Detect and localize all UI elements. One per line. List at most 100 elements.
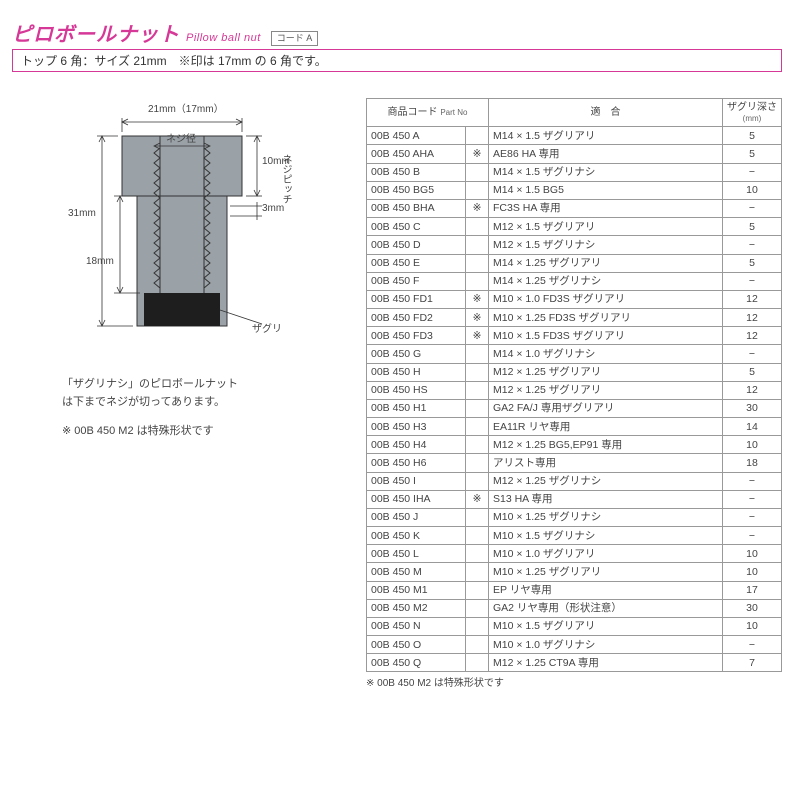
dim-18mm: 18mm [86, 256, 114, 267]
cell-code: 00B 450 O [367, 636, 466, 654]
cell-fit: M10 × 1.5 FD3S ザグリアリ [489, 327, 723, 345]
table-row: 00B 450 EM14 × 1.25 ザグリアリ5 [367, 254, 782, 272]
cell-code: 00B 450 H3 [367, 418, 466, 436]
table-row: 00B 450 C M12 × 1.5 ザグリアリ5 [367, 218, 782, 236]
table-row: 00B 450 H4M12 × 1.25 BG5,EP91 専用10 [367, 436, 782, 454]
cell-depth: 30 [723, 599, 782, 617]
cell-code: 00B 450 BHA [367, 199, 466, 217]
cell-code: 00B 450 M1 [367, 581, 466, 599]
cell-fit: S13 HA 専用 [489, 490, 723, 508]
cell-code: 00B 450 H1 [367, 399, 466, 417]
table-row: 00B 450 KM10 × 1.5 ザグリナシ− [367, 527, 782, 545]
cell-code: 00B 450 G [367, 345, 466, 363]
cell-depth: 5 [723, 145, 782, 163]
cell-star [466, 563, 489, 581]
table-row: 00B 450 IM12 × 1.25 ザグリナシ− [367, 472, 782, 490]
cell-depth: 17 [723, 581, 782, 599]
cell-code: 00B 450 D [367, 236, 466, 254]
cell-depth: 5 [723, 363, 782, 381]
table-row: 00B 450 BG5 M14 × 1.5 BG510 [367, 181, 782, 199]
note-line3: ※ 00B 450 M2 は特殊形状です [62, 423, 342, 441]
cell-depth: − [723, 163, 782, 181]
cell-fit: M12 × 1.5 ザグリアリ [489, 218, 723, 236]
table-row: 00B 450 HM12 × 1.25 ザグリアリ5 [367, 363, 782, 381]
title-jp: ピロボールナット [12, 18, 180, 47]
cell-code: 00B 450 FD3 [367, 327, 466, 345]
cell-fit: M10 × 1.25 ザグリアリ [489, 563, 723, 581]
cell-fit: M10 × 1.0 FD3S ザグリアリ [489, 290, 723, 308]
cell-code: 00B 450 E [367, 254, 466, 272]
content-columns: 21mm（17mm） ネジ径 31mm 10mm 3mm ネジピッチ 18mm … [12, 98, 782, 689]
cell-code: 00B 450 F [367, 272, 466, 290]
spec-bar: トップ 6 角：サイズ 21mm ※印は 17mm の 6 角です。 [12, 49, 782, 72]
cell-star [466, 527, 489, 545]
cell-depth: 5 [723, 127, 782, 145]
table-footnote: ※ 00B 450 M2 は特殊形状です [366, 674, 782, 689]
cell-code: 00B 450 M2 [367, 599, 466, 617]
table-row: 00B 450 FD1※M10 × 1.0 FD3S ザグリアリ12 [367, 290, 782, 308]
cell-fit: GA2 リヤ専用（形状注意） [489, 599, 723, 617]
diagram-column: 21mm（17mm） ネジ径 31mm 10mm 3mm ネジピッチ 18mm … [12, 98, 342, 689]
cell-depth: 10 [723, 617, 782, 635]
table-row: 00B 450 M2 GA2 リヤ専用（形状注意）30 [367, 599, 782, 617]
cell-code: 00B 450 K [367, 527, 466, 545]
table-row: 00B 450 AHA※AE86 HA 専用5 [367, 145, 782, 163]
table-row: 00B 450 QM12 × 1.25 CT9A 専用7 [367, 654, 782, 672]
cell-depth: 10 [723, 545, 782, 563]
cell-star [466, 454, 489, 472]
cell-code: 00B 450 BG5 [367, 181, 466, 199]
table-row: 00B 450 H3EA11R リヤ専用14 [367, 418, 782, 436]
table-row: 00B 450 A M14 × 1.5 ザグリアリ5 [367, 127, 782, 145]
cell-code: 00B 450 FD2 [367, 309, 466, 327]
cell-code: 00B 450 J [367, 508, 466, 526]
cell-depth: 10 [723, 181, 782, 199]
cell-code: 00B 450 Q [367, 654, 466, 672]
cell-depth: − [723, 508, 782, 526]
th-fit: 適 合 [489, 99, 723, 127]
cell-fit: M14 × 1.5 BG5 [489, 181, 723, 199]
cell-code: 00B 450 C [367, 218, 466, 236]
cell-star [466, 363, 489, 381]
cell-depth: 12 [723, 290, 782, 308]
cell-code: 00B 450 H [367, 363, 466, 381]
table-row: 00B 450 BM14 × 1.5 ザグリナシ− [367, 163, 782, 181]
cell-star: ※ [466, 327, 489, 345]
dim-pitch-side: ネジピッチ [278, 154, 293, 204]
cell-fit: EA11R リヤ専用 [489, 418, 723, 436]
cell-star [466, 599, 489, 617]
cell-star [466, 617, 489, 635]
cell-star [466, 218, 489, 236]
cell-star [466, 581, 489, 599]
table-row: 00B 450 LM10 × 1.0 ザグリアリ10 [367, 545, 782, 563]
table-row: 00B 450 HSM12 × 1.25 ザグリアリ12 [367, 381, 782, 399]
cell-code: 00B 450 N [367, 617, 466, 635]
cell-depth: − [723, 345, 782, 363]
cell-depth: 5 [723, 254, 782, 272]
cell-fit: FC3S HA 専用 [489, 199, 723, 217]
cell-star [466, 254, 489, 272]
diagram-notes: 「ザグリナシ」のピロボールナット は下までネジが切ってあります。 ※ 00B 4… [62, 376, 342, 441]
dim-3mm: 3mm [262, 203, 284, 214]
cell-depth: − [723, 490, 782, 508]
cell-depth: 12 [723, 309, 782, 327]
cell-star: ※ [466, 290, 489, 308]
cell-code: 00B 450 H6 [367, 454, 466, 472]
table-row: 00B 450 H1GA2 FA/J 専用ザグリアリ30 [367, 399, 782, 417]
cell-depth: − [723, 272, 782, 290]
title-en: Pillow ball nut [186, 32, 261, 44]
cell-code: 00B 450 A [367, 127, 466, 145]
cell-depth: 30 [723, 399, 782, 417]
dim-width: 21mm（17mm） [148, 100, 224, 115]
cell-depth: − [723, 236, 782, 254]
cell-fit: M12 × 1.25 BG5,EP91 専用 [489, 436, 723, 454]
note-line2: は下までネジが切ってあります。 [62, 394, 342, 412]
table-row: 00B 450 NM10 × 1.5 ザグリアリ10 [367, 617, 782, 635]
cell-fit: M14 × 1.5 ザグリアリ [489, 127, 723, 145]
cell-depth: 5 [723, 218, 782, 236]
cell-code: 00B 450 FD1 [367, 290, 466, 308]
cell-fit: M12 × 1.25 ザグリナシ [489, 472, 723, 490]
cell-star [466, 654, 489, 672]
table-row: 00B 450 OM10 × 1.0 ザグリナシ− [367, 636, 782, 654]
cell-fit: M12 × 1.5 ザグリナシ [489, 236, 723, 254]
dim-height: 31mm [68, 208, 96, 219]
